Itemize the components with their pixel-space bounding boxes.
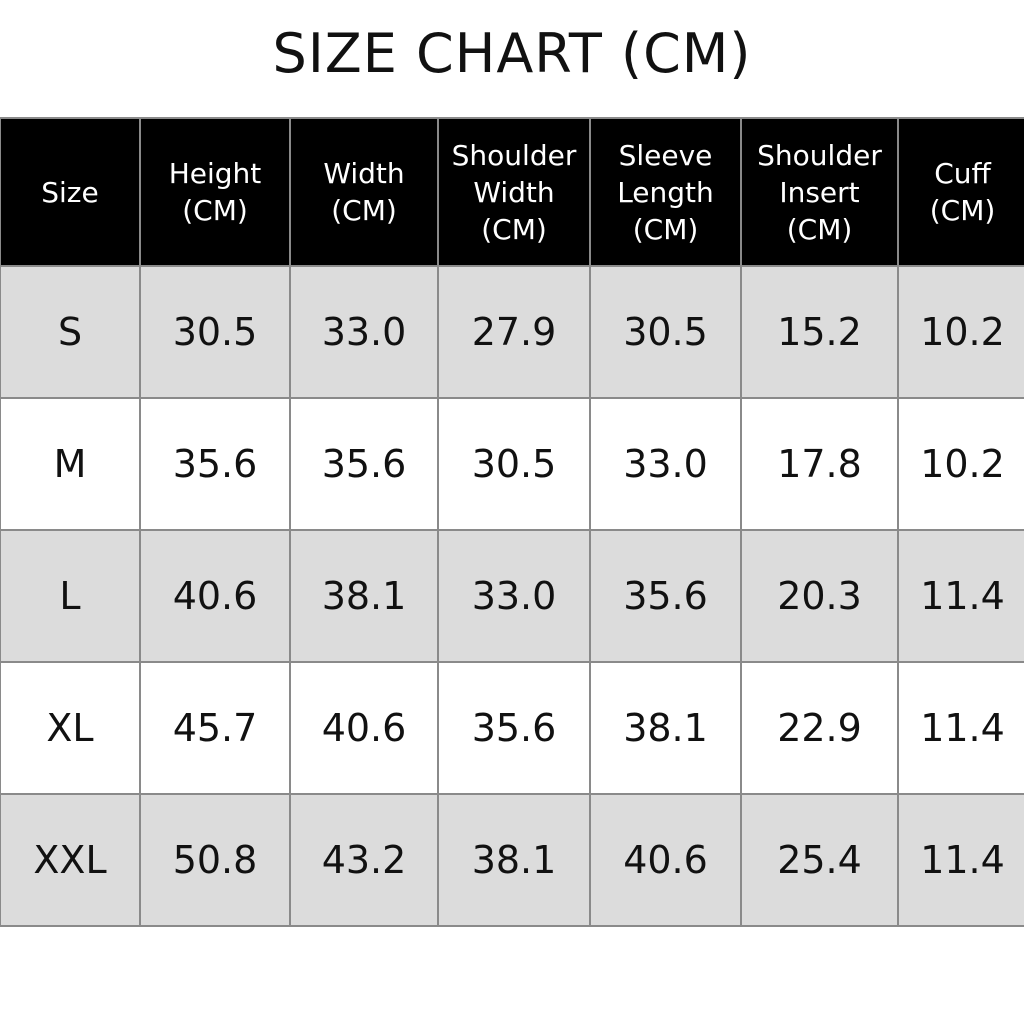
- table-row: L 40.6 38.1 33.0 35.6 20.3 11.4: [0, 529, 1024, 663]
- column-header-line: Length: [617, 175, 714, 209]
- column-header-line: (CM): [632, 212, 699, 246]
- measurement-cell: 35.6: [139, 397, 291, 531]
- measurement-cell: 40.6: [589, 793, 742, 927]
- measurement-cell: 10.2: [897, 397, 1024, 531]
- table-row: M 35.6 35.6 30.5 33.0 17.8 10.2: [0, 397, 1024, 531]
- column-header-line: Sleeve: [618, 138, 713, 172]
- measurement-cell: 40.6: [289, 661, 439, 795]
- measurement-cell: 22.9: [740, 661, 899, 795]
- measurement-cell: 38.1: [289, 529, 439, 663]
- table-row: XXL 50.8 43.2 38.1 40.6 25.4 11.4: [0, 793, 1024, 927]
- measurement-cell: 10.2: [897, 265, 1024, 399]
- column-header: Sleeve Length (CM): [589, 117, 742, 267]
- size-label-cell: S: [0, 265, 141, 399]
- measurement-cell: 33.0: [589, 397, 742, 531]
- measurement-cell: 43.2: [289, 793, 439, 927]
- measurement-cell: 35.6: [437, 661, 591, 795]
- header-row: Size Height (CM) Width (CM) Shoulder Width (CM)…: [0, 117, 1024, 267]
- measurement-cell: 30.5: [139, 265, 291, 399]
- column-header-line: (CM): [929, 194, 996, 227]
- measurement-cell: 30.5: [437, 397, 591, 531]
- column-header-line: Height: [168, 157, 262, 190]
- measurement-cell: 38.1: [589, 661, 742, 795]
- column-header-line: (CM): [786, 212, 853, 246]
- measurement-cell: 35.6: [289, 397, 439, 531]
- measurement-cell: 27.9: [437, 265, 591, 399]
- column-header: Size: [0, 117, 141, 267]
- column-header-line: (CM): [481, 212, 547, 246]
- column-header-line: Width: [473, 175, 555, 209]
- column-header: Height (CM): [139, 117, 291, 267]
- measurement-cell: 15.2: [740, 265, 899, 399]
- size-label-cell: L: [0, 529, 141, 663]
- column-header-line: Shoulder: [451, 138, 577, 172]
- size-label-cell: XL: [0, 661, 141, 795]
- table-row: S 30.5 33.0 27.9 30.5 15.2 10.2: [0, 265, 1024, 399]
- column-header-line: (CM): [331, 194, 397, 227]
- column-header-line: Shoulder: [757, 138, 882, 172]
- measurement-cell: 17.8: [740, 397, 899, 531]
- measurement-cell: 45.7: [139, 661, 291, 795]
- size-label-cell: XXL: [0, 793, 141, 927]
- column-header-line: Size: [41, 175, 99, 209]
- measurement-cell: 11.4: [897, 793, 1024, 927]
- measurement-cell: 35.6: [589, 529, 742, 663]
- table-row: XL 45.7 40.6 35.6 38.1 22.9 11.4: [0, 661, 1024, 795]
- measurement-cell: 50.8: [139, 793, 291, 927]
- column-header: Shoulder Width (CM): [437, 117, 591, 267]
- measurement-cell: 38.1: [437, 793, 591, 927]
- size-chart-table: Size Height (CM) Width (CM) Shoulder Width (CM)…: [0, 117, 1024, 927]
- column-header-line: (CM): [182, 194, 248, 227]
- column-header: Cuff (CM): [897, 117, 1024, 267]
- measurement-cell: 40.6: [139, 529, 291, 663]
- column-header-line: Cuff: [934, 157, 991, 190]
- column-header-line: Width: [323, 157, 405, 190]
- measurement-cell: 11.4: [897, 661, 1024, 795]
- measurement-cell: 11.4: [897, 529, 1024, 663]
- measurement-cell: 33.0: [437, 529, 591, 663]
- size-label-cell: M: [0, 397, 141, 531]
- measurement-cell: 25.4: [740, 793, 899, 927]
- column-header: Shoulder Insert (CM): [740, 117, 899, 267]
- measurement-cell: 30.5: [589, 265, 742, 399]
- column-header: Width (CM): [289, 117, 439, 267]
- measurement-cell: 33.0: [289, 265, 439, 399]
- page-title: SIZE CHART (CM): [272, 22, 752, 85]
- column-header-line: Insert: [779, 175, 860, 209]
- measurement-cell: 20.3: [740, 529, 899, 663]
